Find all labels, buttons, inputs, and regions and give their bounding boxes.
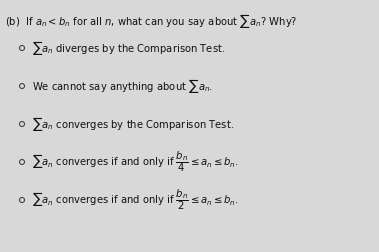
Text: We cannot say anything about $\sum a_n$.: We cannot say anything about $\sum a_n$.: [32, 77, 213, 95]
Text: (b)  If $a_n < b_n$ for all $n$, what can you say about $\sum a_n$? Why?: (b) If $a_n < b_n$ for all $n$, what can…: [5, 12, 298, 30]
Text: $\sum a_n$ converges by the Comparison Test.: $\sum a_n$ converges by the Comparison T…: [32, 115, 234, 133]
Text: $\sum a_n$ diverges by the Comparison Test.: $\sum a_n$ diverges by the Comparison Te…: [32, 39, 226, 57]
Text: $\sum a_n$ converges if and only if $\dfrac{b_n}{2} \leq a_n \leq b_n$.: $\sum a_n$ converges if and only if $\df…: [32, 187, 239, 212]
Text: $\sum a_n$ converges if and only if $\dfrac{b_n}{4} \leq a_n \leq b_n$.: $\sum a_n$ converges if and only if $\df…: [32, 149, 239, 174]
